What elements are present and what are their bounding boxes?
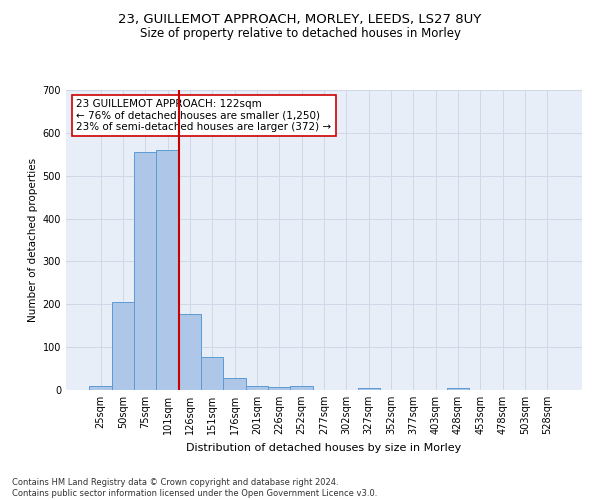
Text: Contains HM Land Registry data © Crown copyright and database right 2024.
Contai: Contains HM Land Registry data © Crown c…	[12, 478, 377, 498]
Bar	[223, 378, 246, 390]
X-axis label: Distribution of detached houses by size in Morley: Distribution of detached houses by size …	[187, 442, 461, 452]
Bar	[290, 386, 313, 390]
Bar	[201, 357, 223, 390]
Bar	[246, 386, 268, 390]
Bar	[157, 150, 179, 390]
Bar	[89, 386, 112, 390]
Bar	[447, 388, 469, 390]
Bar	[112, 302, 134, 390]
Bar	[179, 314, 201, 390]
Bar	[268, 387, 290, 390]
Text: Size of property relative to detached houses in Morley: Size of property relative to detached ho…	[139, 28, 461, 40]
Text: 23, GUILLEMOT APPROACH, MORLEY, LEEDS, LS27 8UY: 23, GUILLEMOT APPROACH, MORLEY, LEEDS, L…	[118, 12, 482, 26]
Bar	[134, 152, 157, 390]
Y-axis label: Number of detached properties: Number of detached properties	[28, 158, 38, 322]
Bar	[358, 388, 380, 390]
Text: 23 GUILLEMOT APPROACH: 122sqm
← 76% of detached houses are smaller (1,250)
23% o: 23 GUILLEMOT APPROACH: 122sqm ← 76% of d…	[76, 99, 331, 132]
